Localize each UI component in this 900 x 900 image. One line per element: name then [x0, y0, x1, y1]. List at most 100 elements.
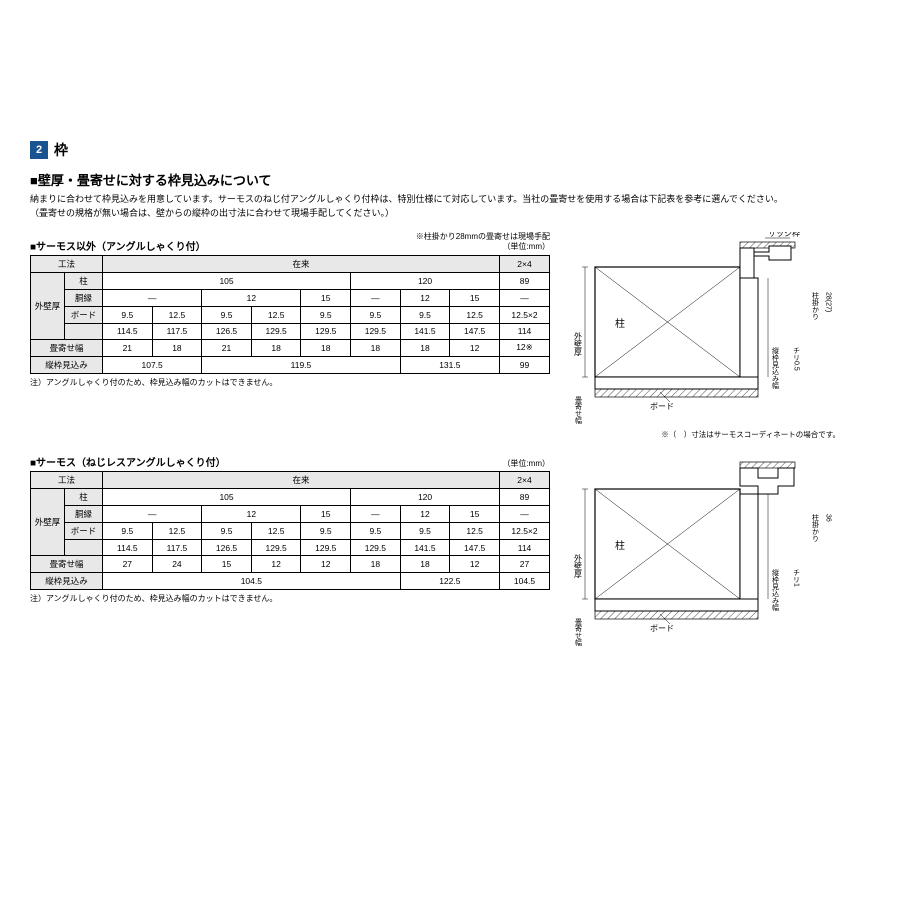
- t1-c: 12: [450, 339, 500, 356]
- t2-c: 12: [251, 556, 301, 573]
- t2-c: 12.5: [152, 523, 202, 540]
- t2-c: 9.5: [351, 523, 401, 540]
- t2-board-lbl: ボード: [65, 523, 103, 540]
- t2-c: 129.5: [301, 540, 351, 556]
- t2-c: 12: [400, 506, 450, 523]
- t2-h-zairai: 在来: [103, 472, 500, 489]
- d2-kake: 柱掛かり: [812, 513, 820, 542]
- d1-wall: 外壁厚: [574, 331, 583, 357]
- t2-c: 18: [400, 556, 450, 573]
- t1-c: 147.5: [450, 323, 500, 339]
- t1-tatami-lbl: 畳寄せ幅: [31, 339, 103, 356]
- d2-frame: 縦枠見込み幅: [772, 568, 780, 612]
- t1-h-method: 工法: [31, 255, 103, 272]
- t1-c: 129.5: [351, 323, 401, 339]
- t1-c: 18: [351, 339, 401, 356]
- t2-c: 126.5: [202, 540, 252, 556]
- t1-board-lbl: ボード: [65, 306, 103, 323]
- table2-title: ■サーモス（ねじレスアングルしゃくり付）: [30, 454, 226, 469]
- t1-c: 129.5: [251, 323, 301, 339]
- t1-c: 9.5: [351, 306, 401, 323]
- t1-c: 9.5: [301, 306, 351, 323]
- t2-c: 24: [152, 556, 202, 573]
- t2-c: 114: [500, 540, 550, 556]
- t1-c: 15: [450, 289, 500, 306]
- d1-chiri: チリ0.5: [793, 347, 801, 371]
- t1-c: 119.5: [202, 356, 400, 373]
- t1-c: 21: [202, 339, 252, 356]
- t1-c: 131.5: [400, 356, 499, 373]
- d1-board: ボード: [650, 402, 674, 411]
- t2-c: 89: [500, 489, 550, 506]
- t1-c: —: [103, 289, 202, 306]
- diagram1-caption: ※（ ）寸法はサーモスコーディネートの場合です。: [560, 429, 840, 440]
- t2-c: 141.5: [400, 540, 450, 556]
- t1-c: 18: [251, 339, 301, 356]
- t1-c: 141.5: [400, 323, 450, 339]
- t1-c: 9.5: [202, 306, 252, 323]
- t2-c: 147.5: [450, 540, 500, 556]
- t2-c: 104.5: [103, 573, 401, 590]
- t1-c: 9.5: [103, 306, 153, 323]
- t2-h-method: 工法: [31, 472, 103, 489]
- t1-c: 89: [500, 272, 550, 289]
- table2-note-bottom: 注）アングルしゃくり付のため、枠見込み幅のカットはできません。: [30, 593, 550, 604]
- table1-block: ■サーモス以外（アングルしゃくり付） ※柱掛かり28mmの畳寄せは現場手配 （単…: [30, 232, 870, 440]
- t2-wall-lbl: 外壁厚: [31, 489, 65, 556]
- t2-c: 114.5: [103, 540, 153, 556]
- t1-c: 12.5: [450, 306, 500, 323]
- section-label: 枠: [54, 140, 68, 160]
- table2-block: ■サーモス（ねじレスアングルしゃくり付） （単位:mm） 工法 在来 2×4 外…: [30, 454, 870, 649]
- t2-c: 129.5: [351, 540, 401, 556]
- d2-wall: 外壁厚: [574, 553, 583, 579]
- diagram2: 柱 ボード 外壁厚 畳寄せ幅 縦枠見込み幅 チリ1 柱掛かり 36: [560, 454, 840, 649]
- t1-c: 126.5: [202, 323, 252, 339]
- d1-sash: サッシ枠: [768, 232, 800, 238]
- t1-c: 114: [500, 323, 550, 339]
- table1: 工法 在来 2×4 外壁厚 柱 105 120 89 胴縁 — 12 15 — …: [30, 255, 550, 374]
- table1-note-bottom: 注）アングルしゃくり付のため、枠見込み幅のカットはできません。: [30, 377, 550, 388]
- t2-c: 120: [351, 489, 500, 506]
- t1-frame-lbl: 縦枠見込み: [31, 356, 103, 373]
- table2: 工法 在来 2×4 外壁厚 柱 105 120 89 胴縁 — 12 15 — …: [30, 471, 550, 590]
- t1-c: 12.5: [152, 306, 202, 323]
- t1-h-zairai: 在来: [103, 255, 500, 272]
- t2-c: —: [500, 506, 550, 523]
- d1-pillar: 柱: [615, 317, 625, 330]
- t1-c: —: [351, 289, 401, 306]
- t1-c: 99: [500, 356, 550, 373]
- t2-c: 15: [202, 556, 252, 573]
- d2-board: ボード: [650, 624, 674, 633]
- t2-c: 12: [301, 556, 351, 573]
- t1-c: 120: [351, 272, 500, 289]
- t2-c: 12: [202, 506, 301, 523]
- t2-pillar-lbl: 柱: [65, 489, 103, 506]
- t1-wall-lbl: 外壁厚: [31, 272, 65, 339]
- t2-c: 12.5×2: [500, 523, 550, 540]
- t1-pillar-lbl: 柱: [65, 272, 103, 289]
- d2-tatami: 畳寄せ幅: [575, 618, 583, 647]
- page-title: ■壁厚・畳寄せに対する枠見込みについて: [30, 170, 870, 189]
- d1-frame: 縦枠見込み幅: [772, 346, 780, 390]
- t2-tatami-lbl: 畳寄せ幅: [31, 556, 103, 573]
- t1-c: 21: [103, 339, 153, 356]
- intro-line1: 納まりに合わせて枠見込みを用意しています。サーモスのねじ付アングルしゃくり付枠は…: [30, 194, 783, 204]
- t1-c: 129.5: [301, 323, 351, 339]
- table2-unit: （単位:mm）: [502, 459, 550, 469]
- table1-unit: （単位:mm）: [416, 242, 550, 252]
- d1-tatami: 畳寄せ幅: [575, 396, 583, 425]
- t1-h-2x4: 2×4: [500, 255, 550, 272]
- t2-c: —: [351, 506, 401, 523]
- d1-kake: 柱掛かり: [812, 291, 820, 320]
- t2-c: 129.5: [251, 540, 301, 556]
- t2-c: 27: [103, 556, 153, 573]
- t2-c: 122.5: [400, 573, 499, 590]
- table1-title: ■サーモス以外（アングルしゃくり付）: [30, 238, 206, 253]
- t2-frame-lbl: 縦枠見込み: [31, 573, 103, 590]
- section-badge: 2: [30, 141, 48, 159]
- t2-sum-lbl: [65, 540, 103, 556]
- t1-c: —: [500, 289, 550, 306]
- intro-line2: （畳寄せの規格が無い場合は、壁からの縦枠の出寸法に合わせて現場手配してください。…: [30, 208, 394, 218]
- t1-c: 114.5: [103, 323, 153, 339]
- t2-c: 12.5: [450, 523, 500, 540]
